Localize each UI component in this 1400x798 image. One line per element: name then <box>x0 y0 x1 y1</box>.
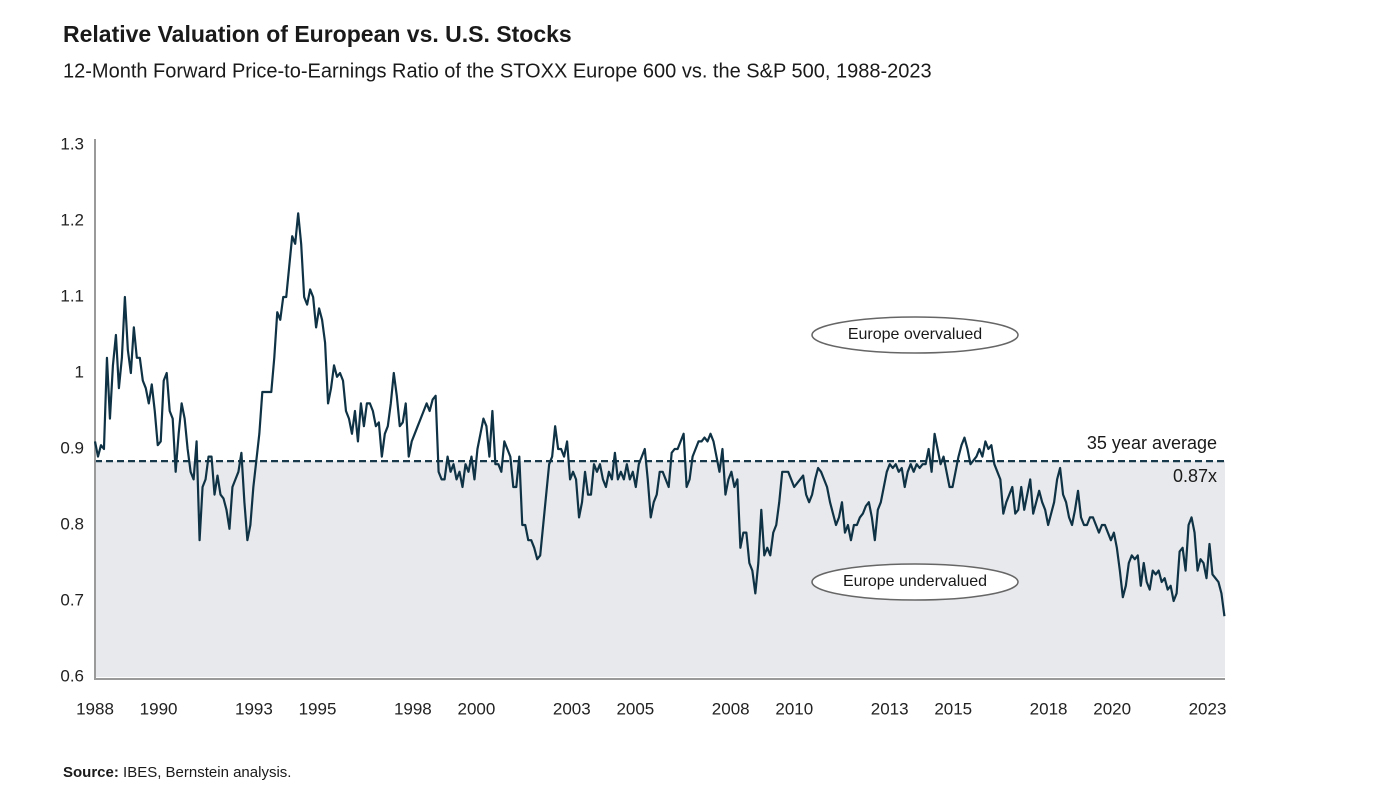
annotation: Europe overvalued <box>848 326 982 343</box>
average-label: 35 year average <box>1087 433 1217 453</box>
x-tick-label: 2013 <box>871 699 909 718</box>
x-tick-label: 1995 <box>299 699 337 718</box>
source-label: Source: <box>63 764 119 781</box>
y-tick-label: 1.1 <box>60 286 84 305</box>
chart-subtitle: 12-Month Forward Price-to-Earnings Ratio… <box>63 60 932 82</box>
data-line <box>93 212 1226 617</box>
x-tick-label: 1998 <box>394 699 432 718</box>
y-tick-label: 1.2 <box>60 210 84 229</box>
source-text: IBES, Bernstein analysis. <box>123 764 291 781</box>
chart-title: Relative Valuation of European vs. U.S. … <box>63 21 572 47</box>
y-tick-label: 0.6 <box>60 666 84 685</box>
average-value-label: 0.87x <box>1173 466 1217 486</box>
x-tick-label: 2015 <box>934 699 972 718</box>
x-tick-label: 2010 <box>775 699 813 718</box>
x-tick-label: 2003 <box>553 699 591 718</box>
x-tick-label: 2023 <box>1189 699 1227 718</box>
annotation-ellipse <box>811 563 1019 601</box>
y-tick-label: 0.7 <box>60 590 84 609</box>
annotation: Europe undervalued <box>843 573 987 590</box>
y-tick-label: 0.8 <box>60 514 84 533</box>
x-tick-label: 2008 <box>712 699 750 718</box>
y-tick-label: 1.3 <box>60 134 84 153</box>
x-tick-label: 2005 <box>616 699 654 718</box>
x-tick-label: 2000 <box>458 699 496 718</box>
x-tick-label: 1993 <box>235 699 273 718</box>
x-tick-label: 2018 <box>1030 699 1068 718</box>
x-tick-label: 1988 <box>76 699 114 718</box>
y-tick-label: 1 <box>75 362 84 381</box>
source-note: Source: IBES, Bernstein analysis. <box>63 764 291 781</box>
x-tick-label: 1990 <box>140 699 178 718</box>
annotation-ellipse <box>811 316 1019 354</box>
x-tick-label: 2020 <box>1093 699 1131 718</box>
plot-area: 35 year average 0.87x 1.3 1.2 1.1 1 0.9 0.8 0.7 0… <box>60 134 1226 718</box>
y-tick-label: 0.9 <box>60 438 84 457</box>
